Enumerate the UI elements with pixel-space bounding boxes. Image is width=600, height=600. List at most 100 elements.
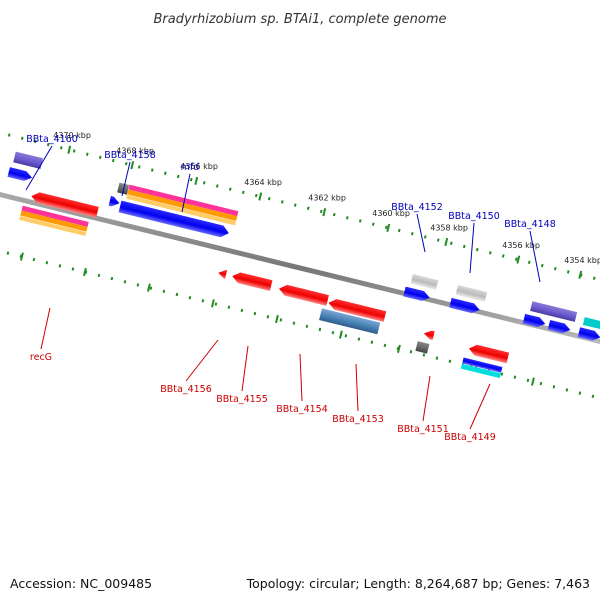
scale-dot — [214, 302, 218, 306]
leader-line — [355, 363, 359, 412]
gene-label-bbta-4154[interactable]: BBta_4154 — [276, 353, 328, 415]
gene-label-mfd[interactable]: mfd — [181, 162, 200, 213]
scale-dot — [449, 241, 453, 245]
leader-line — [469, 222, 475, 274]
major-tick — [531, 377, 535, 386]
scale-dot — [410, 232, 414, 236]
tick-label: 4356 kbp — [502, 241, 540, 250]
feature-band[interactable] — [21, 205, 89, 227]
major-tick — [386, 223, 391, 232]
major-tick — [194, 176, 199, 185]
feature-band[interactable] — [20, 210, 88, 232]
scale-dot — [514, 257, 518, 261]
feature-band[interactable] — [128, 184, 239, 217]
gene-label-bbta-4155[interactable]: BBta_4155 — [216, 345, 268, 405]
scale-dot — [306, 206, 310, 210]
scale-dot — [136, 283, 140, 287]
scale-dot — [71, 267, 75, 271]
scale-dot — [539, 381, 543, 386]
feature-arrow[interactable] — [217, 268, 228, 279]
scale-dot — [175, 292, 179, 297]
map-title: Bradyrhizobium sp. BTAi1, complete genom… — [153, 12, 446, 27]
feature-arrow[interactable] — [278, 283, 329, 306]
gene-label-bbta-4148[interactable]: BBta_4148 — [504, 219, 556, 283]
scale-dot — [319, 209, 323, 214]
feature-arrow[interactable] — [449, 297, 481, 315]
scale-dot — [513, 375, 517, 379]
feature-arrow[interactable] — [403, 286, 431, 303]
gene-label-bbta-4160[interactable]: BBta_4160 — [25, 134, 78, 191]
gene-label-recg[interactable]: recG — [30, 307, 52, 363]
scale-dot — [448, 359, 452, 364]
scale-dot — [189, 177, 193, 182]
scale-dot — [358, 219, 362, 223]
leader-line — [469, 383, 491, 430]
tick-label: 4360 kbp — [372, 209, 410, 218]
gene-name: recG — [30, 352, 52, 363]
scale-dot — [592, 276, 596, 280]
gene-name: BBta_4158 — [104, 150, 156, 161]
gene-label-bbta-4149[interactable]: BBta_4149 — [444, 383, 496, 443]
feature-block[interactable] — [530, 301, 578, 322]
scale-dot — [45, 260, 49, 265]
feature-band[interactable] — [462, 357, 503, 373]
feature-arrow[interactable] — [577, 327, 600, 342]
scale-dot — [98, 155, 102, 160]
feature-block[interactable] — [117, 182, 130, 195]
scale-dot — [371, 222, 375, 226]
feature-arrow[interactable] — [231, 271, 273, 291]
feature-block[interactable] — [455, 285, 488, 302]
feature-arrow[interactable] — [7, 167, 34, 182]
gene-label-bbta-4158[interactable]: BBta_4158 — [104, 150, 156, 197]
scale-dot — [58, 264, 62, 268]
leader-line — [416, 213, 426, 253]
feature-arrow[interactable] — [468, 343, 510, 364]
leader-line — [422, 375, 431, 422]
gene-label-bbta-4156[interactable]: BBta_4156 — [160, 339, 219, 395]
feature-block[interactable] — [415, 341, 430, 354]
scale-dot — [553, 267, 557, 271]
feature-band[interactable] — [127, 189, 238, 221]
feature-band[interactable] — [126, 194, 236, 226]
gene-label-bbta-4153[interactable]: BBta_4153 — [332, 363, 384, 425]
feature-block[interactable] — [582, 317, 600, 331]
scale-dot — [188, 295, 192, 300]
major-tick — [20, 252, 24, 261]
scale-dot — [162, 289, 166, 294]
feature-arrow[interactable] — [327, 297, 387, 322]
scale-dot — [46, 142, 50, 147]
feature-block[interactable] — [13, 151, 44, 169]
tick-label: 4370 kbp — [53, 131, 91, 140]
feature-block[interactable] — [319, 308, 381, 335]
scale-dot — [7, 133, 11, 137]
gene-label-bbta-4151[interactable]: BBta_4151 — [397, 375, 449, 435]
feature-arrow[interactable] — [30, 191, 99, 218]
accession-text: Accession: NC_009485 — [10, 576, 153, 591]
scale-dot — [423, 235, 427, 239]
scale-dot — [475, 247, 479, 252]
gene-label-bbta-4150[interactable]: BBta_4150 — [448, 211, 500, 274]
gene-label-bbta-4152[interactable]: BBta_4152 — [391, 202, 443, 253]
leader-line — [40, 307, 51, 350]
major-tick — [578, 270, 583, 279]
scale-dot — [6, 251, 10, 255]
scale-dot — [488, 251, 492, 255]
feature-band[interactable] — [460, 363, 501, 379]
gene-name: BBta_4160 — [26, 134, 78, 145]
scale-dot — [409, 350, 413, 354]
scale-dot — [228, 187, 232, 191]
scale-dot — [279, 318, 283, 322]
feature-arrow[interactable] — [118, 200, 231, 239]
feature-block[interactable] — [410, 274, 439, 290]
gene-name: BBta_4151 — [397, 424, 449, 435]
scale-dot — [149, 286, 153, 290]
feature-arrow[interactable] — [547, 319, 572, 335]
feature-band[interactable] — [19, 215, 87, 237]
feature-arrow[interactable] — [423, 329, 435, 341]
scale-dot — [163, 171, 167, 175]
feature-arrow[interactable] — [522, 313, 547, 329]
gene-name: mfd — [181, 162, 200, 173]
scale-dot — [253, 311, 257, 316]
feature-arrow[interactable] — [108, 195, 121, 208]
scale-dot — [332, 212, 336, 217]
